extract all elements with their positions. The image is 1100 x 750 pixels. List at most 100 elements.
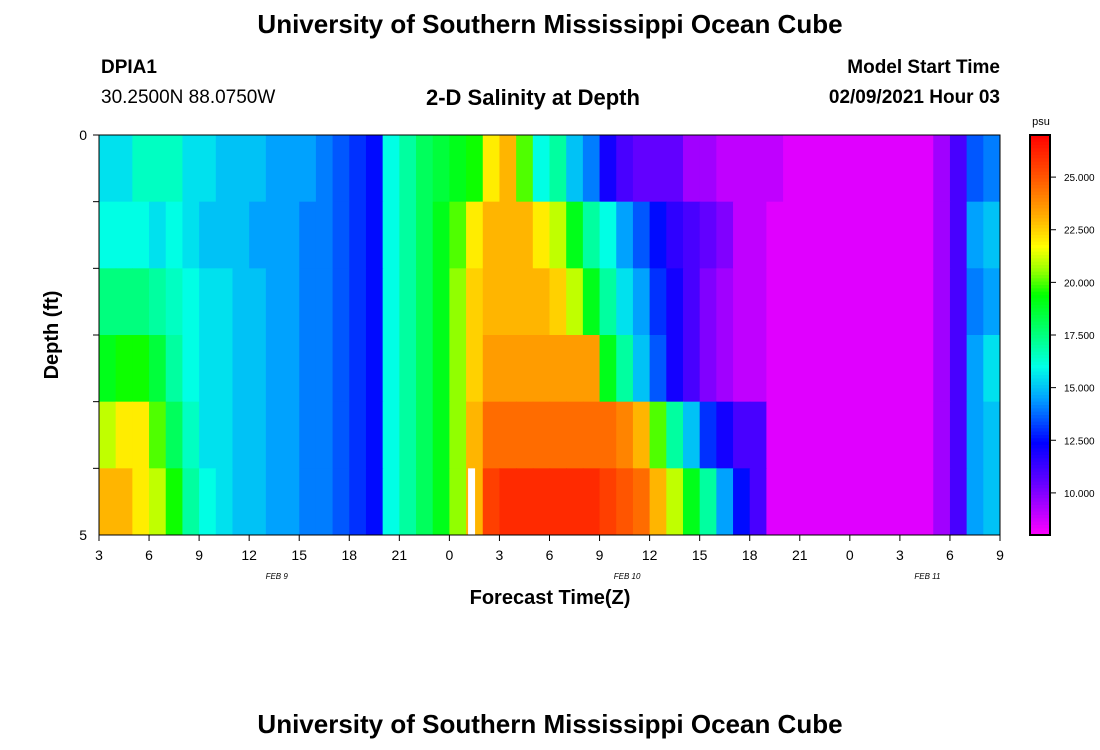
heatmap-cell — [866, 335, 884, 403]
y-tick-label: 0 — [79, 127, 87, 143]
heatmap-cell — [182, 335, 200, 403]
colorbar-segment — [1030, 288, 1050, 293]
heatmap-cell — [365, 401, 384, 469]
colorbar-segment — [1030, 175, 1050, 179]
y-tick-label: 5 — [79, 527, 87, 543]
heatmap-cell — [249, 268, 267, 336]
colorbar-segment — [1030, 431, 1050, 436]
colorbar-segment — [1030, 255, 1050, 259]
heatmap-cell — [115, 401, 133, 469]
colorbar-segment — [1030, 315, 1050, 319]
x-tick-label: 12 — [241, 547, 257, 563]
heatmap-cell — [99, 401, 117, 469]
colorbar-segment — [1030, 488, 1050, 493]
heatmap-cell — [866, 268, 884, 336]
heatmap-cell — [516, 401, 534, 469]
heatmap-cell — [165, 335, 184, 403]
heatmap-cell — [499, 468, 517, 536]
colorbar-segment — [1030, 341, 1050, 346]
heatmap-cell — [416, 268, 434, 336]
heatmap-cell — [132, 135, 150, 203]
heatmap-cell — [582, 468, 601, 536]
colorbar-segment — [1030, 481, 1050, 486]
heatmap-cell — [532, 201, 551, 269]
heatmap-cell — [749, 268, 768, 336]
heatmap-cell — [833, 468, 851, 536]
colorbar-segment — [1030, 225, 1050, 229]
heatmap-cell — [299, 268, 317, 336]
heatmap-cell — [282, 201, 300, 269]
colorbar-segment — [1030, 141, 1050, 146]
heatmap-cell — [299, 135, 317, 203]
heatmap-cell — [165, 401, 184, 469]
heatmap-cell — [849, 468, 868, 536]
heatmap-cell — [582, 201, 601, 269]
colorbar: 25.000 22.500 20.000 17.500 15.000 12.500 10.0… — [1029, 134, 1095, 536]
colorbar-segment — [1030, 471, 1050, 476]
colorbar-segment — [1030, 335, 1050, 339]
heatmap-cell — [716, 201, 734, 269]
colorbar-segment — [1030, 455, 1050, 459]
date-label: FEB 9 — [266, 572, 289, 581]
colorbar-segment — [1030, 205, 1050, 209]
colorbar-segment — [1030, 461, 1050, 466]
heatmap-cell — [149, 268, 167, 336]
heatmap-cell — [132, 201, 150, 269]
heatmap-cell — [265, 335, 284, 403]
heatmap-cell — [632, 401, 651, 469]
heatmap-cell — [315, 135, 334, 203]
heatmap-cell — [532, 401, 551, 469]
heatmap-cell — [499, 335, 517, 403]
heatmap-cell — [432, 335, 450, 403]
x-tick-label: 18 — [341, 547, 357, 563]
x-tick-label: 9 — [195, 547, 203, 563]
heatmap-cell — [115, 201, 133, 269]
heatmap-cell — [883, 335, 901, 403]
colorbar-segment — [1030, 228, 1050, 233]
colorbar-label: 15.000 — [1064, 384, 1095, 395]
heatmap-cell — [566, 335, 584, 403]
heatmap-cell — [949, 135, 968, 203]
heatmap-cell — [499, 268, 517, 336]
heatmap-cell — [599, 335, 617, 403]
colorbar-segment — [1030, 221, 1050, 226]
heatmap-cell — [966, 201, 984, 269]
heatmap-cell — [432, 468, 450, 536]
heatmap-cell — [783, 401, 801, 469]
heatmap-cell — [132, 335, 150, 403]
colorbar-segment — [1030, 525, 1050, 529]
heatmap-cell — [382, 468, 400, 536]
colorbar-segment — [1030, 158, 1050, 163]
heatmap-cell — [566, 201, 584, 269]
heatmap-cell — [232, 135, 250, 203]
heatmap-cell — [966, 135, 984, 203]
heatmap-cell — [99, 135, 117, 203]
heatmap-cell — [315, 335, 334, 403]
colorbar-segment — [1030, 305, 1050, 309]
heatmap-cell — [949, 401, 968, 469]
heatmap-cell — [349, 268, 367, 336]
heatmap-cell — [215, 468, 234, 536]
heatmap-cell — [382, 335, 400, 403]
heatmap-cell — [382, 201, 400, 269]
heatmap-cell — [766, 335, 784, 403]
heatmap-cell — [916, 401, 934, 469]
heatmap-cell — [766, 268, 784, 336]
heatmap-cell — [199, 268, 217, 336]
heatmap-cell — [182, 135, 200, 203]
x-tick-label: 21 — [392, 547, 408, 563]
heatmap-cell — [365, 468, 384, 536]
heatmap-cell — [749, 201, 768, 269]
heatmap-cell — [349, 335, 367, 403]
heatmap-cell — [365, 201, 384, 269]
x-tick-label: 12 — [642, 547, 658, 563]
heatmap-cell — [649, 401, 667, 469]
page-title: University of Southern Mississippi Ocean… — [257, 9, 843, 39]
colorbar-segment — [1030, 181, 1050, 186]
colorbar-segment — [1030, 251, 1050, 256]
colorbar-segment — [1030, 325, 1050, 329]
heatmap-cell — [165, 468, 184, 536]
colorbar-segment — [1030, 371, 1050, 376]
colorbar-segment — [1030, 451, 1050, 456]
colorbar-segment — [1030, 201, 1050, 206]
